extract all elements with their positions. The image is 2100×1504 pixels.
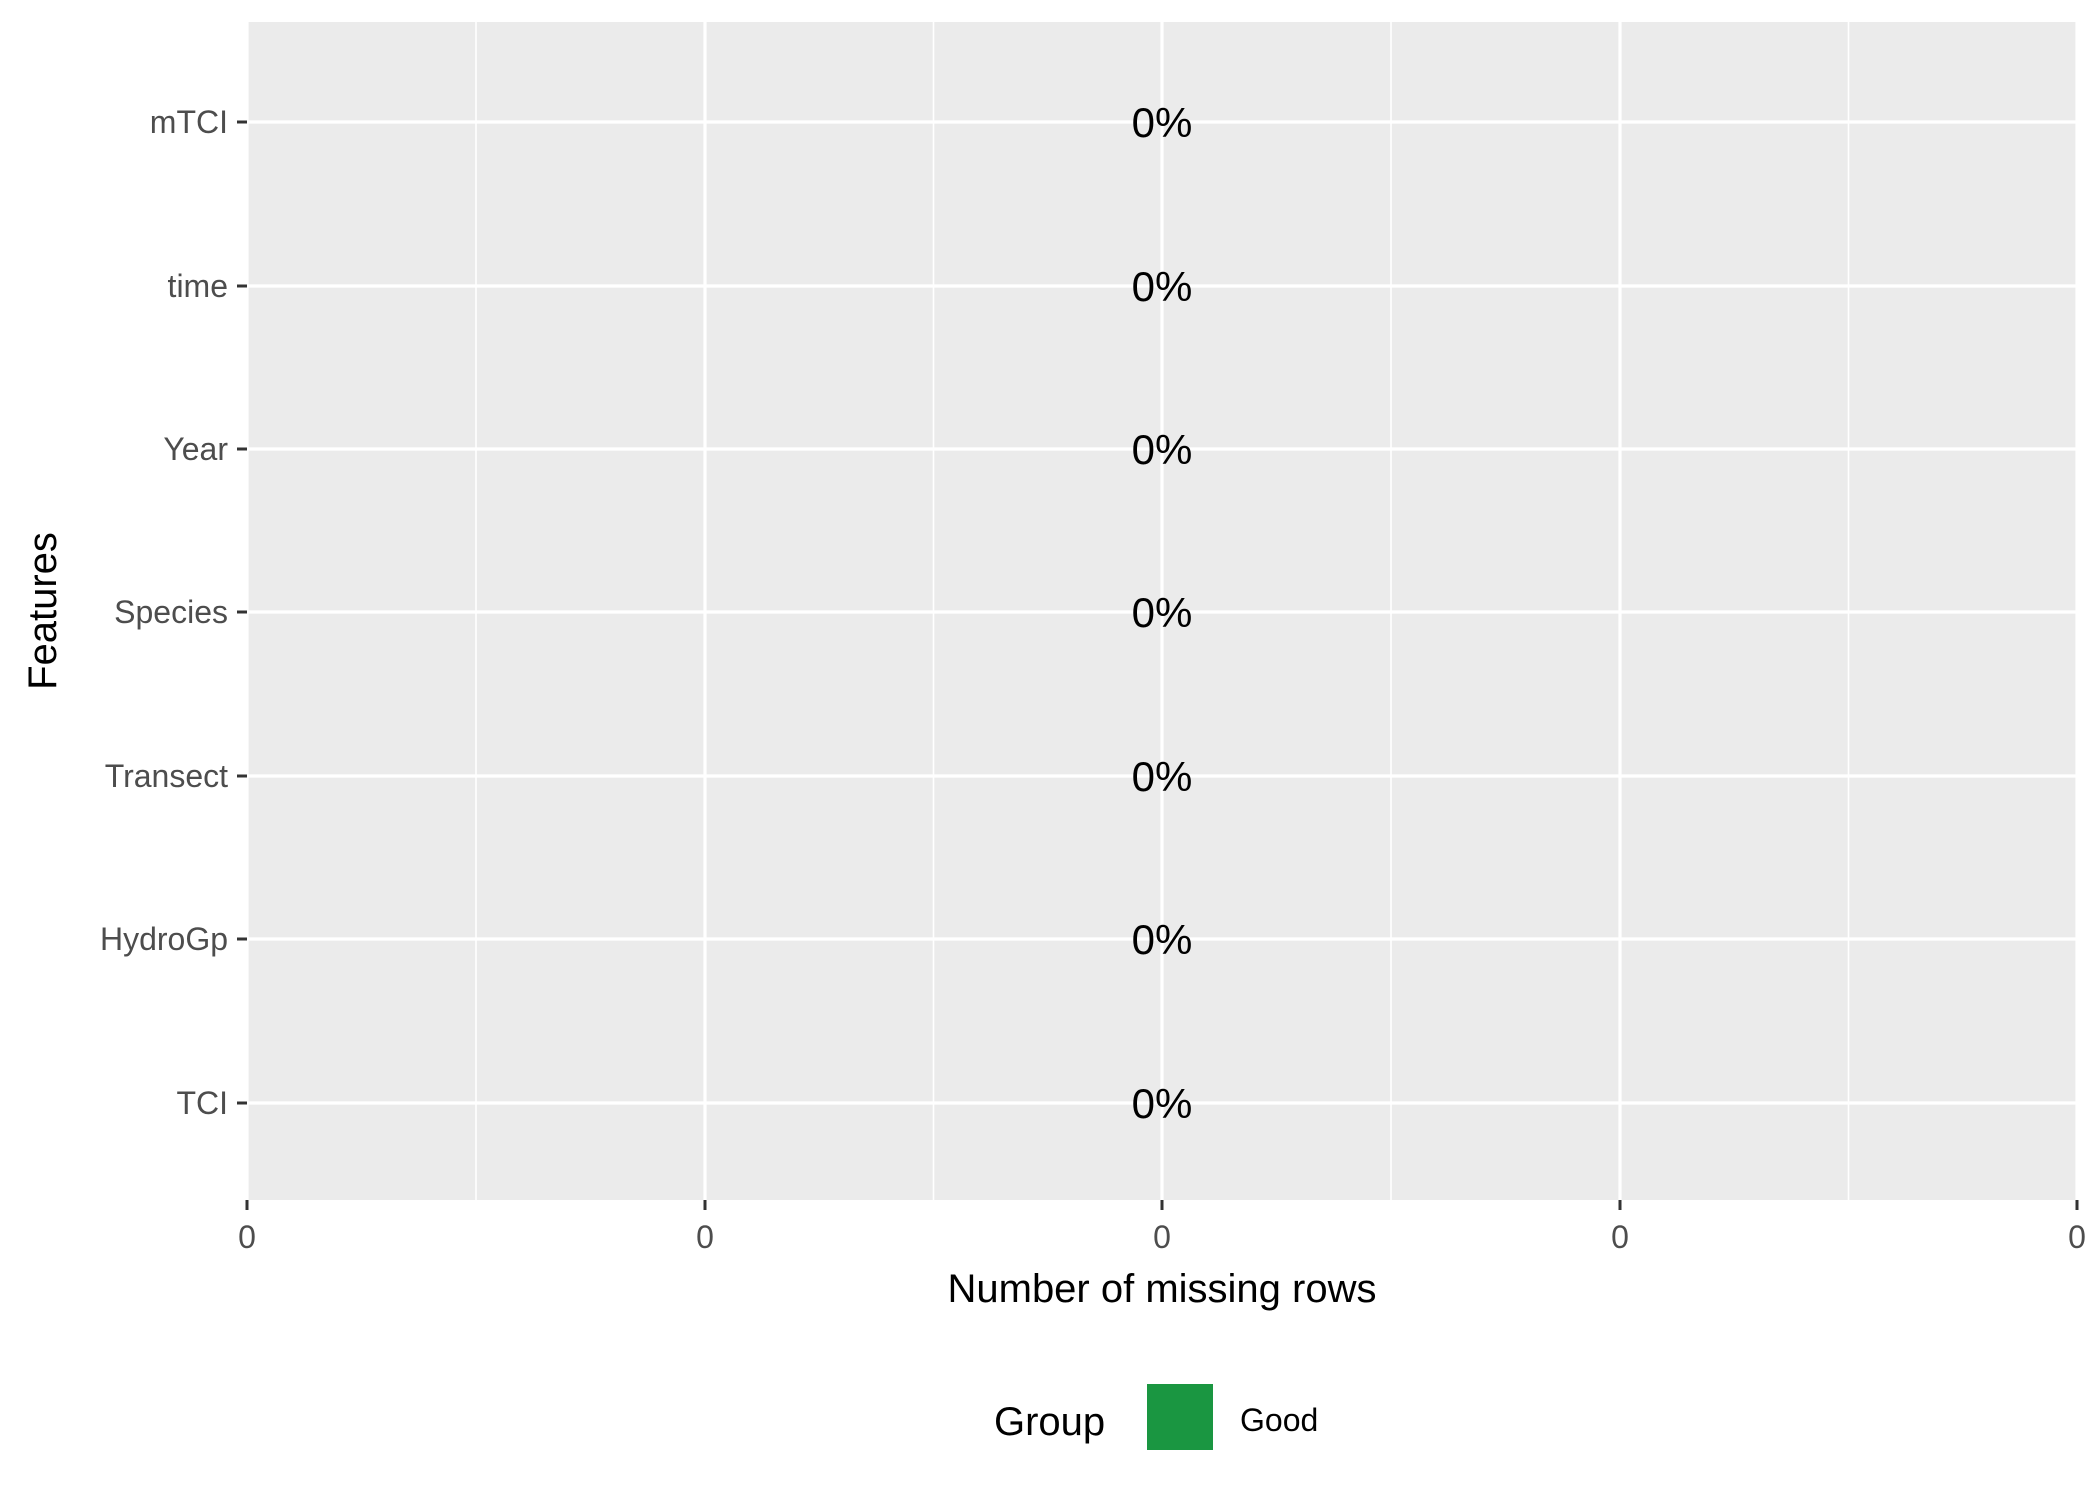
y-tick-label-Year: Year [163,431,228,467]
y-axis: mTCI time Year Species Transect HydroGp TCI [100,104,247,1121]
data-label-HydroGp: 0% [1132,916,1193,963]
data-label-Year: 0% [1132,426,1193,473]
x-axis: 0 0 0 0 0 [238,1200,2086,1255]
y-tick-label-HydroGp: HydroGp [100,921,228,957]
x-tick-label: 0 [1153,1219,1171,1255]
x-tick-label: 0 [238,1219,256,1255]
data-label-mTCI: 0% [1132,99,1193,146]
legend-label-good: Good [1240,1402,1318,1438]
x-axis-title: Number of missing rows [947,1267,1376,1311]
x-tick-label: 0 [1611,1219,1629,1255]
legend-title: Group [994,1400,1105,1444]
x-tick-label: 0 [2068,1219,2086,1255]
y-tick-label-Transect: Transect [105,758,228,794]
y-axis-title: Features [21,532,65,690]
data-label-Species: 0% [1132,589,1193,636]
legend-key-good [1147,1384,1213,1450]
data-label-Transect: 0% [1132,753,1193,800]
y-tick-label-TCI: TCI [176,1085,228,1121]
data-label-time: 0% [1132,263,1193,310]
data-label-layer: 0% 0% 0% 0% 0% 0% 0% [1132,99,1193,1127]
x-tick-label: 0 [696,1219,714,1255]
y-tick-label-time: time [168,268,228,304]
grid-layer [245,22,2079,1200]
y-tick-label-mTCI: mTCI [150,104,228,140]
data-label-TCI: 0% [1132,1080,1193,1127]
y-tick-label-Species: Species [114,594,228,630]
legend: Group Good [994,1384,1318,1450]
